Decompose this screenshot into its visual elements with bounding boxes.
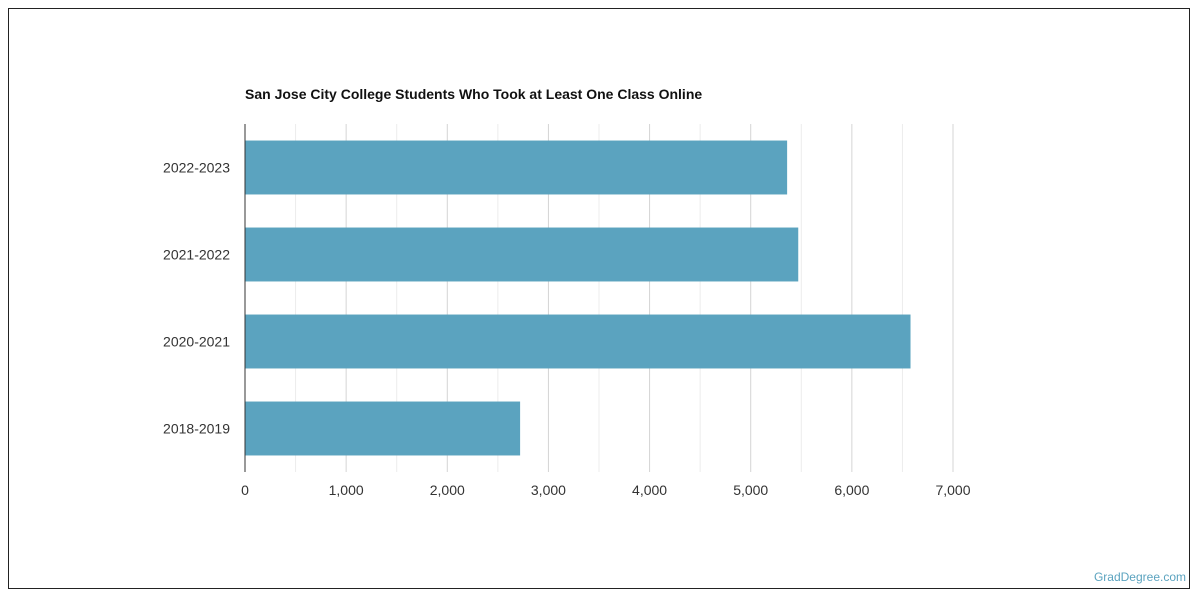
x-tick-label: 2,000 (430, 482, 465, 498)
bar-2022-2023[interactable] (245, 140, 788, 195)
chart-title: San Jose City College Students Who Took … (245, 86, 703, 102)
y-tick-label: 2018-2019 (163, 421, 230, 437)
x-tick-label: 6,000 (834, 482, 869, 498)
y-tick-label: 2021-2022 (163, 247, 230, 263)
bar-layer (245, 140, 911, 456)
bar-2021-2022[interactable] (245, 227, 799, 282)
x-tick-label: 3,000 (531, 482, 566, 498)
x-tick-label: 5,000 (733, 482, 768, 498)
x-tick-label: 1,000 (329, 482, 364, 498)
bar-2020-2021[interactable] (245, 314, 911, 369)
source-credit: GradDegree.com (1093, 570, 1186, 584)
x-tick-label: 4,000 (632, 482, 667, 498)
bar-2018-2019[interactable] (245, 401, 521, 456)
x-tick-label: 0 (241, 482, 249, 498)
y-tick-label: 2020-2021 (163, 334, 230, 350)
y-tick-label: 2022-2023 (163, 160, 230, 176)
axis-layer: 2022-2023 2021-2022 2020-2021 2018-2019 0 1,0… (163, 124, 971, 498)
x-tick-label: 7,000 (935, 482, 970, 498)
